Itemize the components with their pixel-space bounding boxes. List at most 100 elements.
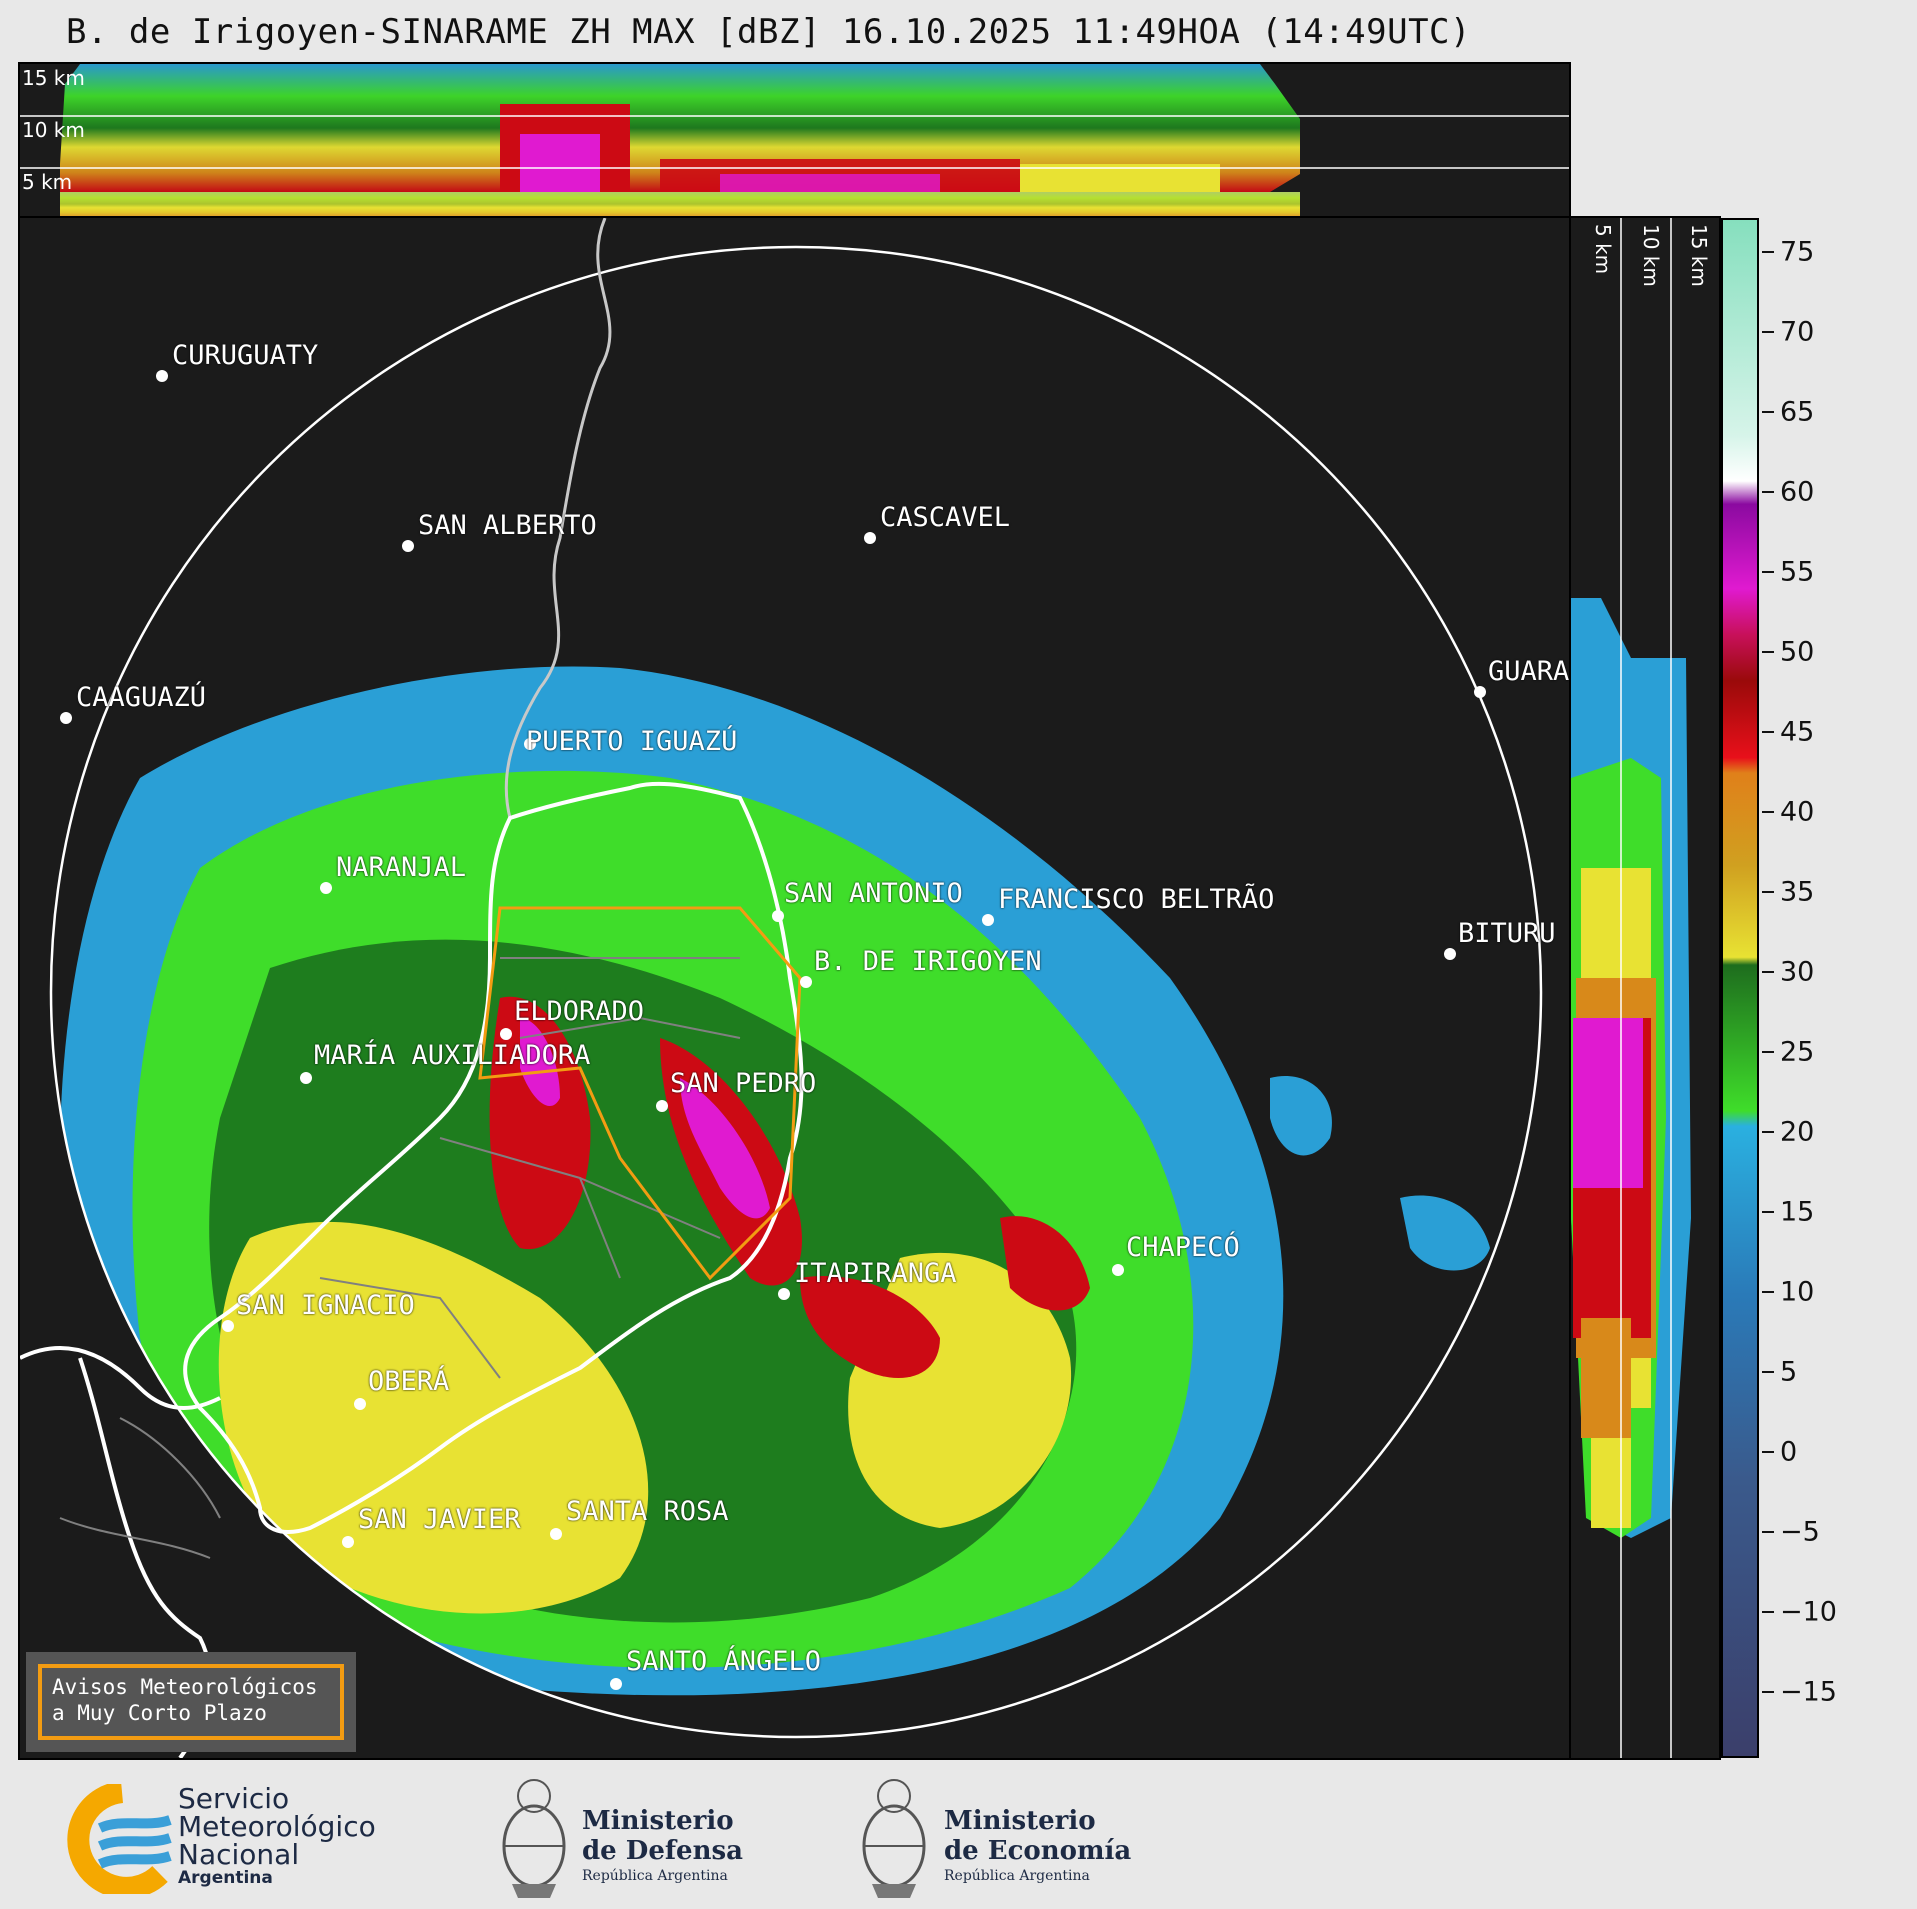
department-lines-sw	[59, 1417, 221, 1559]
colorbar-tick	[1762, 811, 1774, 813]
warning-box-frame: Avisos Meteorológicos a Muy Corto Plazo	[38, 1664, 344, 1740]
colorbar-tick-label: 20	[1780, 1116, 1815, 1148]
radar-site-marker	[800, 976, 812, 988]
colorbar-tick	[1762, 1451, 1774, 1453]
border-line	[504, 218, 612, 819]
warning-line: a Muy Corto Plazo	[52, 1701, 267, 1725]
city-marker	[1474, 686, 1486, 698]
smn-logo-text: Servicio	[178, 1782, 290, 1815]
colorbar-tick-label: 65	[1780, 396, 1815, 428]
city-label: SAN JAVIER	[358, 1504, 521, 1535]
city-marker	[982, 914, 994, 926]
colorbar-tick-label: 55	[1780, 556, 1815, 588]
city-label: BITURU	[1458, 918, 1556, 949]
radar-map	[20, 218, 1543, 1758]
warning-line: Avisos Meteorológicos	[52, 1675, 318, 1699]
city-label: ITAPIRANGA	[794, 1258, 957, 1289]
city-marker	[656, 1100, 668, 1112]
colorbar-tick-label: 15	[1780, 1196, 1815, 1228]
city-marker	[300, 1072, 312, 1084]
colorbar-tick	[1762, 891, 1774, 893]
reflectivity-echoes	[60, 666, 1490, 1696]
defensa-logo-text: República Argentina	[582, 1868, 728, 1884]
city-marker	[864, 532, 876, 544]
smn-logo-icon	[67, 1784, 172, 1894]
side-cross-section-panel: 5 km 10 km 15 km	[1569, 216, 1721, 1760]
economia-logo-text: de Economía	[944, 1836, 1132, 1866]
top-altitude-label: 5 km	[22, 170, 73, 194]
colorbar	[1721, 218, 1759, 1758]
colorbar-tick-label: 35	[1780, 876, 1815, 908]
city-label: GUARA	[1488, 656, 1570, 687]
city-marker	[60, 712, 72, 724]
smn-logo-text: Nacional	[178, 1838, 300, 1871]
city-marker	[550, 1528, 562, 1540]
defensa-logo-text: Ministerio	[582, 1806, 734, 1836]
department-lines	[319, 957, 741, 1379]
colorbar-tick	[1762, 651, 1774, 653]
colorbar-tick-label: −5	[1780, 1516, 1820, 1548]
city-label: PUERTO IGUAZÚ	[526, 726, 738, 757]
coat-of-arms-icon	[862, 1779, 926, 1898]
city-marker	[156, 370, 168, 382]
city-marker	[500, 1028, 512, 1040]
warning-box: Avisos Meteorológicos a Muy Corto Plazo	[26, 1652, 356, 1752]
colorbar-tick	[1762, 1051, 1774, 1053]
city-label: CHAPECÓ	[1126, 1232, 1240, 1263]
top-altitude-label: 10 km	[22, 118, 85, 142]
side-altitude-label: 15 km	[1687, 224, 1711, 287]
warning-zone-outline	[478, 906, 802, 1281]
colorbar-tick-label: 70	[1780, 316, 1815, 348]
province-outline	[183, 781, 804, 1534]
city-marker	[320, 882, 332, 894]
economia-logo-text: República Argentina	[944, 1868, 1090, 1884]
city-label: ELDORADO	[514, 996, 645, 1027]
colorbar-tick	[1762, 1611, 1774, 1613]
city-marker	[778, 1288, 790, 1300]
colorbar-tick-label: 75	[1780, 236, 1815, 268]
city-marker	[1444, 948, 1456, 960]
city-label: B. DE IRIGOYEN	[814, 946, 1042, 977]
page-title: B. de Irigoyen-SINARAME ZH MAX [dBZ] 16.…	[66, 12, 1471, 52]
city-marker	[524, 738, 536, 750]
smn-logo-text: Meteorológico	[178, 1810, 376, 1843]
colorbar-tick	[1762, 1131, 1774, 1133]
city-label: SAN ALBERTO	[418, 510, 597, 541]
colorbar-tick-label: 30	[1780, 956, 1815, 988]
city-label: FRANCISCO BELTRÃO	[998, 884, 1275, 915]
colorbar-tick-label: 60	[1780, 476, 1815, 508]
city-label: SAN ANTONIO	[784, 878, 963, 909]
city-marker	[402, 540, 414, 552]
city-label: CASCAVEL	[880, 502, 1011, 533]
city-marker	[342, 1536, 354, 1548]
colorbar-tick	[1762, 1211, 1774, 1213]
colorbar-tick	[1762, 1691, 1774, 1693]
colorbar-tick-label: 25	[1780, 1036, 1815, 1068]
range-ring	[49, 245, 1543, 1739]
city-label: CAAGUAZÚ	[76, 682, 207, 713]
colorbar-tick	[1762, 1531, 1774, 1533]
colorbar-tick-label: −15	[1780, 1676, 1837, 1708]
colorbar-tick	[1762, 251, 1774, 253]
city-label: MARÍA AUXILIADORA	[314, 1040, 591, 1071]
radar-map-panel: CURUGUATY SAN ALBERTO CASCAVEL CAAGUAZÚ …	[18, 216, 1571, 1760]
colorbar-tick-label: 45	[1780, 716, 1815, 748]
top-cross-section-echoes	[20, 64, 1569, 216]
side-altitude-label: 5 km	[1591, 224, 1615, 275]
colorbar-tick-label: 5	[1780, 1356, 1798, 1388]
side-altitude-label: 10 km	[1639, 224, 1663, 287]
side-cross-section-echoes	[1571, 218, 1691, 1758]
colorbar-tick-label: 40	[1780, 796, 1815, 828]
top-cross-section-panel: 15 km 10 km 5 km	[18, 62, 1571, 218]
colorbar-tick-label: 0	[1780, 1436, 1798, 1468]
city-marker	[222, 1320, 234, 1332]
city-marker	[772, 910, 784, 922]
top-altitude-label: 15 km	[22, 66, 85, 90]
colorbar-tick-label: −10	[1780, 1596, 1837, 1628]
city-marker	[354, 1398, 366, 1410]
city-label: SAN PEDRO	[670, 1068, 817, 1099]
colorbar-tick	[1762, 971, 1774, 973]
colorbar-tick-label: 10	[1780, 1276, 1815, 1308]
colorbar-tick	[1762, 331, 1774, 333]
city-label: OBERÁ	[368, 1366, 450, 1397]
